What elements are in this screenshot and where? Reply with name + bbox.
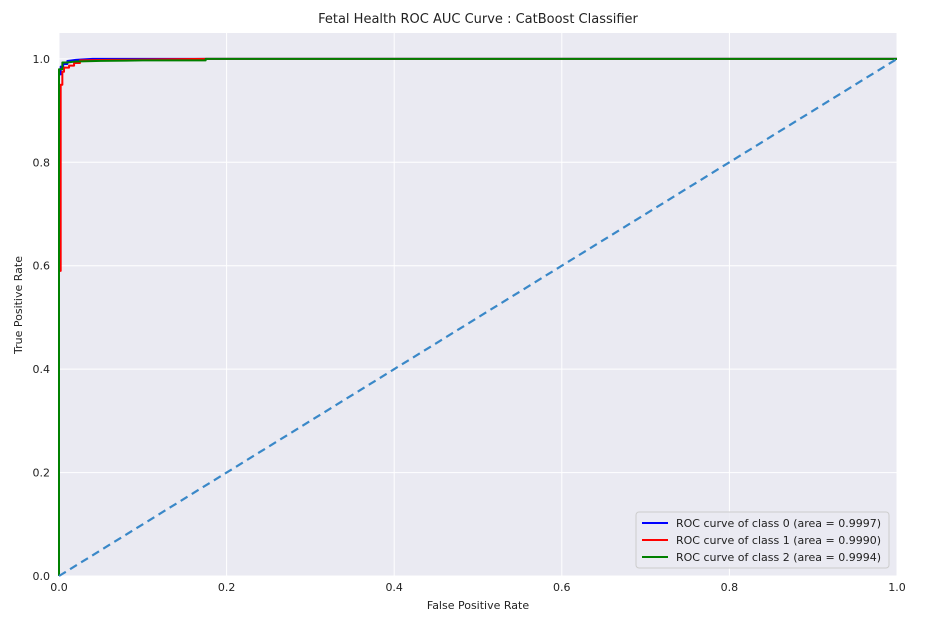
y-tick-label-5: 1.0	[33, 53, 51, 66]
x-tick-label-2: 0.4	[385, 581, 403, 594]
x-tick-label-5: 1.0	[888, 581, 906, 594]
legend-box	[635, 511, 890, 569]
y-tick-label-1: 0.2	[33, 467, 51, 480]
legend-label-2: ROC curve of class 2 (area = 0.9994)	[676, 551, 881, 564]
x-axis-label: False Positive Rate	[427, 599, 529, 612]
x-tick-label-0: 0.0	[50, 581, 68, 594]
y-tick-label-4: 0.8	[33, 156, 51, 169]
roc-curve-class-2	[58, 57, 897, 576]
x-tick-label-1: 0.2	[218, 581, 236, 594]
x-tick-labels: 0.0 0.2 0.4 0.6 0.8 1.0	[50, 581, 906, 594]
series-lines	[58, 57, 898, 577]
y-tick-labels: 0.0 0.2 0.4 0.6 0.8 1.0	[33, 53, 51, 583]
y-tick-label-0: 0.0	[33, 570, 51, 583]
legend: ROC curve of class 0 (area = 0.9997) ROC …	[635, 511, 890, 569]
plot-area-background	[59, 33, 897, 576]
x-tick-label-3: 0.6	[553, 581, 571, 594]
x-tick-label-4: 0.8	[721, 581, 739, 594]
y-tick-label-2: 0.4	[33, 363, 51, 376]
legend-label-1: ROC curve of class 1 (area = 0.9990)	[676, 534, 881, 547]
y-tick-label-3: 0.6	[33, 260, 51, 273]
legend-label-0: ROC curve of class 0 (area = 0.9997)	[676, 517, 881, 530]
chart-title: Fetal Health ROC AUC Curve : CatBoost Cl…	[318, 12, 638, 27]
diagonal-reference-line	[58, 57, 898, 577]
y-axis-label: True Positive Rate	[12, 256, 25, 355]
